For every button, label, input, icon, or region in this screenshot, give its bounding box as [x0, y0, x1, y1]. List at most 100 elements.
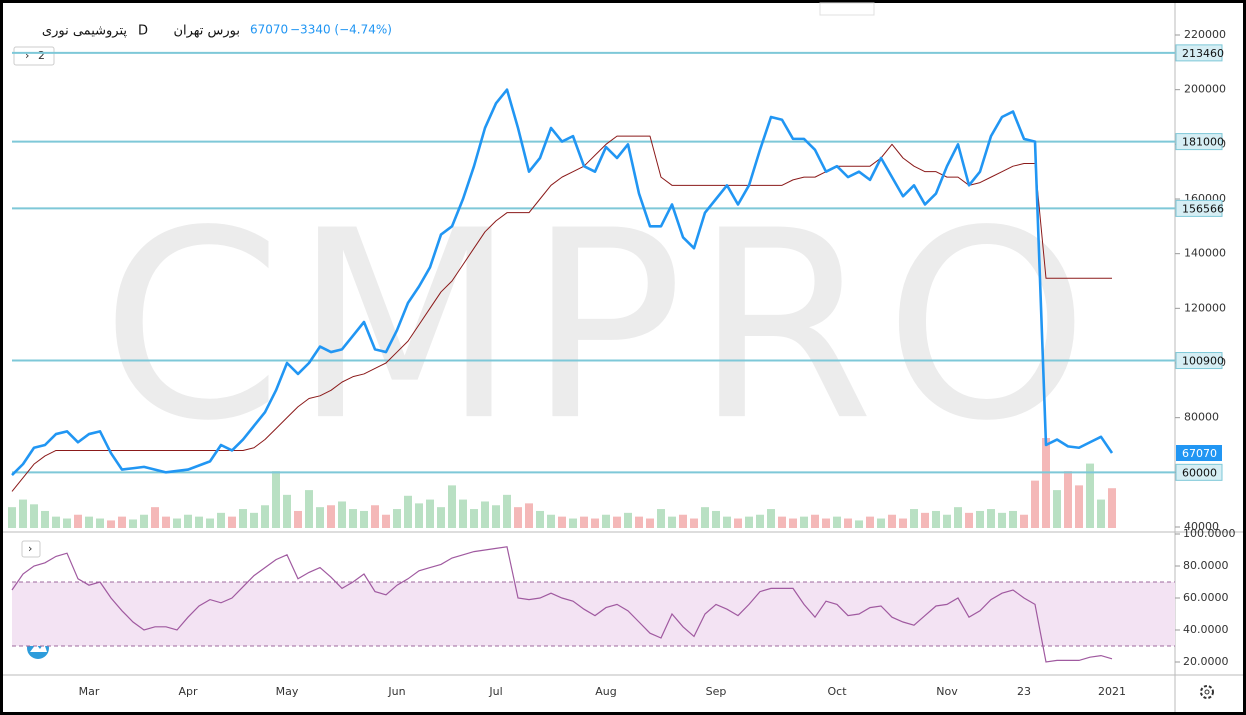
level-label: 156566 — [1182, 202, 1224, 215]
volume-bar — [591, 518, 599, 528]
volume-bar — [580, 516, 588, 528]
level-label-box — [1175, 463, 1223, 481]
volume-bar — [393, 509, 401, 528]
x-tick-label: Oct — [827, 685, 847, 698]
volume-bar — [833, 516, 841, 528]
indicator-toggle[interactable] — [21, 540, 41, 558]
volume-bar — [1097, 499, 1105, 528]
level-label: 213460 — [1182, 47, 1224, 60]
volume-bar — [1086, 463, 1094, 528]
volume-bar — [140, 514, 148, 528]
volume-bar — [459, 499, 467, 528]
volume-bar — [1042, 438, 1050, 528]
volume-bar — [679, 514, 687, 528]
price-change: −3340 (−4.74%) — [290, 23, 392, 37]
volume-bar — [932, 510, 940, 528]
volume-bar — [107, 520, 115, 528]
x-tick-label: Sep — [706, 685, 727, 698]
volume-bar — [382, 514, 390, 528]
x-tick-label: Apr — [178, 685, 198, 698]
indicator-band — [12, 582, 1175, 646]
volume-bar — [976, 510, 984, 528]
volume-bar — [360, 510, 368, 528]
volume-bar — [624, 512, 632, 528]
volume-bar — [173, 518, 181, 528]
volume-bar — [525, 503, 533, 528]
level-label: 181000 — [1182, 136, 1224, 149]
volume-bar — [19, 499, 27, 528]
volume-bar — [998, 512, 1006, 528]
volume-bar — [327, 505, 335, 528]
volume-bar — [635, 516, 643, 528]
x-tick-label: Jun — [387, 685, 405, 698]
volume-bar — [536, 510, 544, 528]
last-price: 67070 — [250, 23, 288, 37]
volume-bar — [811, 514, 819, 528]
volume-bar — [239, 509, 247, 528]
volume-bar — [151, 507, 159, 528]
x-tick-label: Aug — [595, 685, 616, 698]
settings-button[interactable] — [1200, 685, 1214, 699]
volume-bar — [63, 518, 71, 528]
exchange: بورس تهران — [173, 24, 240, 39]
volume-bar — [426, 499, 434, 528]
volume-bar — [228, 516, 236, 528]
volume-bar — [910, 509, 918, 528]
volume-bar — [250, 512, 258, 528]
volume-bar — [30, 504, 38, 528]
x-tick-label: 23 — [1017, 685, 1031, 698]
volume-bar — [1009, 510, 1017, 528]
indicator-tick-label: 60.0000 — [1183, 591, 1229, 604]
volume-bar — [338, 501, 346, 528]
volume-bar — [1064, 471, 1072, 528]
volume-bar — [470, 509, 478, 528]
level-label-box — [1175, 199, 1223, 217]
volume-bar — [800, 516, 808, 528]
indicator-tick-label: 20.0000 — [1183, 655, 1229, 668]
volume-bar — [503, 494, 511, 528]
indicator-tick-label: 100.0000 — [1183, 527, 1236, 540]
y-tick-label: 80000 — [1184, 411, 1219, 424]
symbol: پتروشیمی نوری — [42, 24, 127, 39]
volume-bar — [778, 516, 786, 528]
volume-bar — [195, 516, 203, 528]
chevron[interactable]: › — [25, 49, 29, 62]
volume-bar — [855, 520, 863, 528]
volume-bar — [261, 505, 269, 528]
x-tick-label: Mar — [79, 685, 100, 698]
volume-bar — [723, 516, 731, 528]
y-tick-label: 120000 — [1184, 301, 1226, 314]
volume-bar — [415, 503, 423, 528]
volume-bar — [514, 507, 522, 528]
volume-bar — [8, 507, 16, 528]
volume-bar — [767, 509, 775, 528]
volume-bar — [888, 514, 896, 528]
pane-count[interactable]: 2 — [38, 49, 45, 62]
toolbar-handle[interactable] — [819, 2, 875, 16]
volume-bar — [921, 512, 929, 528]
price-line — [11, 88, 1114, 476]
volume-bar — [206, 518, 214, 528]
indicator-tick-label: 80.0000 — [1183, 559, 1229, 572]
volume-bar — [712, 510, 720, 528]
chevron[interactable]: › — [28, 542, 32, 555]
volume-bar — [272, 471, 280, 528]
volume-bar — [74, 514, 82, 528]
level-label-box — [1175, 133, 1223, 151]
volume-bar — [1075, 485, 1083, 528]
volume-bar — [734, 518, 742, 528]
volume-bar — [349, 509, 357, 528]
volume-bar — [217, 512, 225, 528]
pane-toggle[interactable] — [13, 46, 55, 66]
x-tick-label: May — [276, 685, 299, 698]
volume-bar — [1031, 480, 1039, 528]
volume-bar — [756, 514, 764, 528]
volume-bar — [569, 518, 577, 528]
volume-bar — [822, 518, 830, 528]
x-tick-label: 2021 — [1098, 685, 1126, 698]
volume-bar — [305, 490, 313, 528]
volume-bar — [954, 507, 962, 528]
last-price-box — [1176, 445, 1222, 462]
y-tick-label: 200000 — [1184, 83, 1226, 96]
